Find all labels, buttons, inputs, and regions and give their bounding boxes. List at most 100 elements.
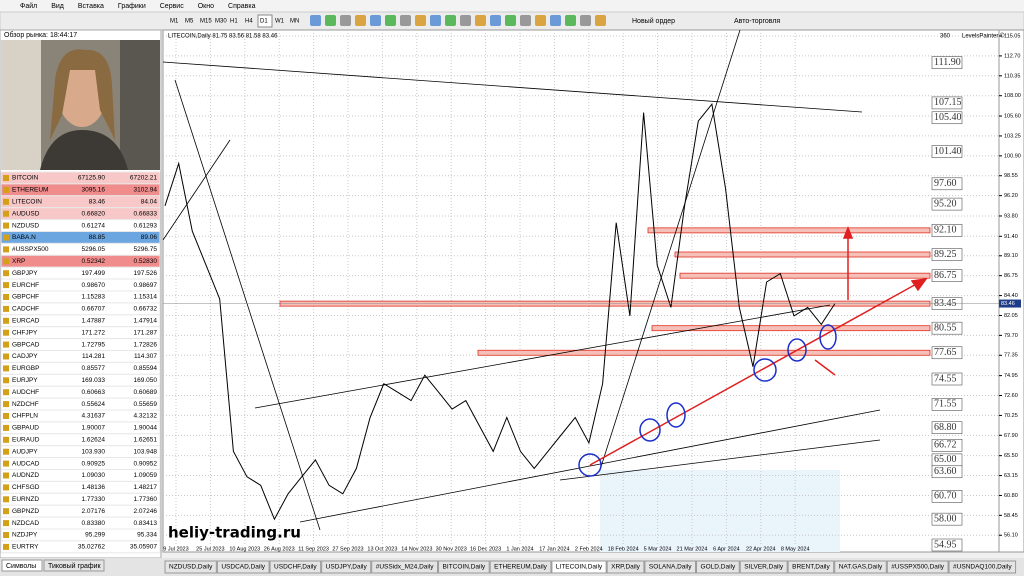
timeframe[interactable]: M1 <box>170 19 179 25</box>
chart-tab-label[interactable]: XRP,Daily <box>611 564 641 571</box>
symbol-icon <box>3 484 9 491</box>
tool-icon[interactable] <box>415 15 426 26</box>
chart-tab-label[interactable]: LITECOIN,Daily <box>556 564 603 571</box>
menu-item[interactable]: Сервис <box>160 3 184 10</box>
chart-tab-label[interactable]: USDCHF,Daily <box>274 564 317 571</box>
chart-tab-label[interactable]: #USNDAQ100,Daily <box>953 564 1012 571</box>
timeframe-button[interactable] <box>257 14 273 28</box>
tool-icon[interactable] <box>505 15 516 26</box>
tool-icon[interactable] <box>355 15 366 26</box>
level-label: 105.40 <box>934 112 962 123</box>
level-zone <box>477 349 931 356</box>
tool-icon[interactable] <box>385 15 396 26</box>
tool-icon[interactable] <box>490 15 501 26</box>
timeframe-button[interactable] <box>288 15 302 27</box>
timeframe-button[interactable] <box>228 15 242 27</box>
chart-tab-label[interactable]: GOLD,Daily <box>701 564 736 571</box>
chart-tab[interactable] <box>269 560 322 574</box>
tool-icon[interactable] <box>400 15 411 26</box>
chart-tab[interactable] <box>886 560 949 574</box>
chart-tab[interactable] <box>696 560 740 574</box>
x-tick-label: 14 Nov 2023 <box>401 546 432 552</box>
x-tick-label: 21 Mar 2024 <box>677 546 708 552</box>
tool-icon[interactable] <box>445 15 456 26</box>
tool-icon[interactable] <box>325 15 336 26</box>
tool-icon[interactable] <box>535 15 546 26</box>
chart-tab-label[interactable]: SOLANA,Daily <box>649 564 692 571</box>
chart-tab[interactable] <box>438 560 490 574</box>
chart-tab[interactable] <box>787 560 835 574</box>
tool-icon[interactable] <box>475 15 486 26</box>
circle <box>639 418 661 442</box>
tool-icon[interactable] <box>595 15 606 26</box>
tool-icon[interactable] <box>580 15 591 26</box>
tool-icon[interactable] <box>430 15 441 26</box>
chart-tab-label[interactable]: USDCAD,Daily <box>221 564 265 571</box>
ask: 2.07246 <box>134 508 158 515</box>
market-row[interactable] <box>0 540 161 554</box>
timeframe[interactable]: M5 <box>185 19 194 25</box>
tool-icon[interactable] <box>340 15 351 26</box>
chart-tab[interactable] <box>644 560 697 574</box>
chart-tab[interactable] <box>321 560 372 574</box>
chart-tab-label[interactable]: BRENT,Daily <box>792 564 830 571</box>
panel-tab[interactable] <box>43 559 105 572</box>
chart-tab-label[interactable]: BITCOIN,Daily <box>443 564 486 571</box>
timeframe-button[interactable] <box>273 15 287 27</box>
timeframe-button[interactable] <box>168 15 182 27</box>
panel-tab[interactable] <box>1 559 43 572</box>
timeframe-button[interactable] <box>183 15 197 27</box>
panel-tab-label[interactable]: Тиковый график <box>48 562 102 570</box>
chart-tab-label[interactable]: #USSPX500,Daily <box>891 564 944 571</box>
timeframe-button[interactable] <box>198 15 212 27</box>
tool-icon[interactable] <box>520 15 531 26</box>
bid: 1.15283 <box>82 294 106 301</box>
chart-tab[interactable] <box>834 560 887 574</box>
chart-tab[interactable] <box>489 560 552 574</box>
chart-tab-label[interactable]: ETHEREUM,Daily <box>494 564 547 571</box>
new-order[interactable]: Новый ордер <box>632 17 675 25</box>
chart-tab[interactable] <box>948 560 1017 574</box>
ask: 103.948 <box>134 448 158 455</box>
timeframe[interactable]: D1 <box>260 19 268 25</box>
menu-item[interactable]: Справка <box>228 3 256 10</box>
menu-item[interactable]: Вставка <box>78 3 104 10</box>
timeframe[interactable]: H1 <box>230 19 238 25</box>
chart-tab-label[interactable]: USDJPY,Daily <box>326 564 368 571</box>
menu-item[interactable]: Вид <box>51 3 64 10</box>
bid: 169.033 <box>82 377 106 384</box>
timeframe[interactable]: H4 <box>245 19 253 25</box>
chart-tab-label[interactable]: NAT.GAS,Daily <box>839 564 883 571</box>
chart-tab[interactable] <box>739 560 788 574</box>
timeframe[interactable]: M15 <box>200 19 212 25</box>
tool-icon[interactable] <box>310 15 321 26</box>
auto-trading[interactable]: Авто-торговля <box>734 18 780 25</box>
timeframe[interactable]: MN <box>290 19 299 25</box>
tool-icon[interactable] <box>370 15 381 26</box>
chart-tab-label[interactable]: SILVER,Daily <box>744 564 784 571</box>
y-tick-label: 58.45 <box>1004 513 1018 519</box>
chart-tab-label[interactable]: #USSidx_M24,Daily <box>376 564 435 571</box>
level-label-box <box>931 96 963 110</box>
tool-icon[interactable] <box>565 15 576 26</box>
chart-tab[interactable] <box>606 560 645 574</box>
chart-tab[interactable] <box>551 560 607 574</box>
symbol-icon <box>3 460 9 467</box>
timeframe[interactable]: W1 <box>275 19 285 25</box>
level-label-box <box>931 538 963 552</box>
level-zone <box>679 272 931 279</box>
menu-item[interactable]: Графики <box>118 3 146 10</box>
tool-icon[interactable] <box>550 15 561 26</box>
menu-item[interactable]: Файл <box>20 2 37 10</box>
chart-tab[interactable] <box>371 560 439 574</box>
chart-tab[interactable] <box>164 560 217 574</box>
chart-tab-label[interactable]: NZDUSD,Daily <box>169 564 213 571</box>
chart-tab[interactable] <box>216 560 270 574</box>
menu-item[interactable]: Окно <box>198 3 214 10</box>
timeframe-button[interactable] <box>243 15 257 27</box>
timeframe[interactable]: M30 <box>215 19 227 25</box>
panel-tab-label[interactable]: Символы <box>6 563 36 570</box>
y-tick-label: 105.60 <box>1004 113 1021 119</box>
tool-icon[interactable] <box>460 15 471 26</box>
timeframe-button[interactable] <box>213 15 227 27</box>
